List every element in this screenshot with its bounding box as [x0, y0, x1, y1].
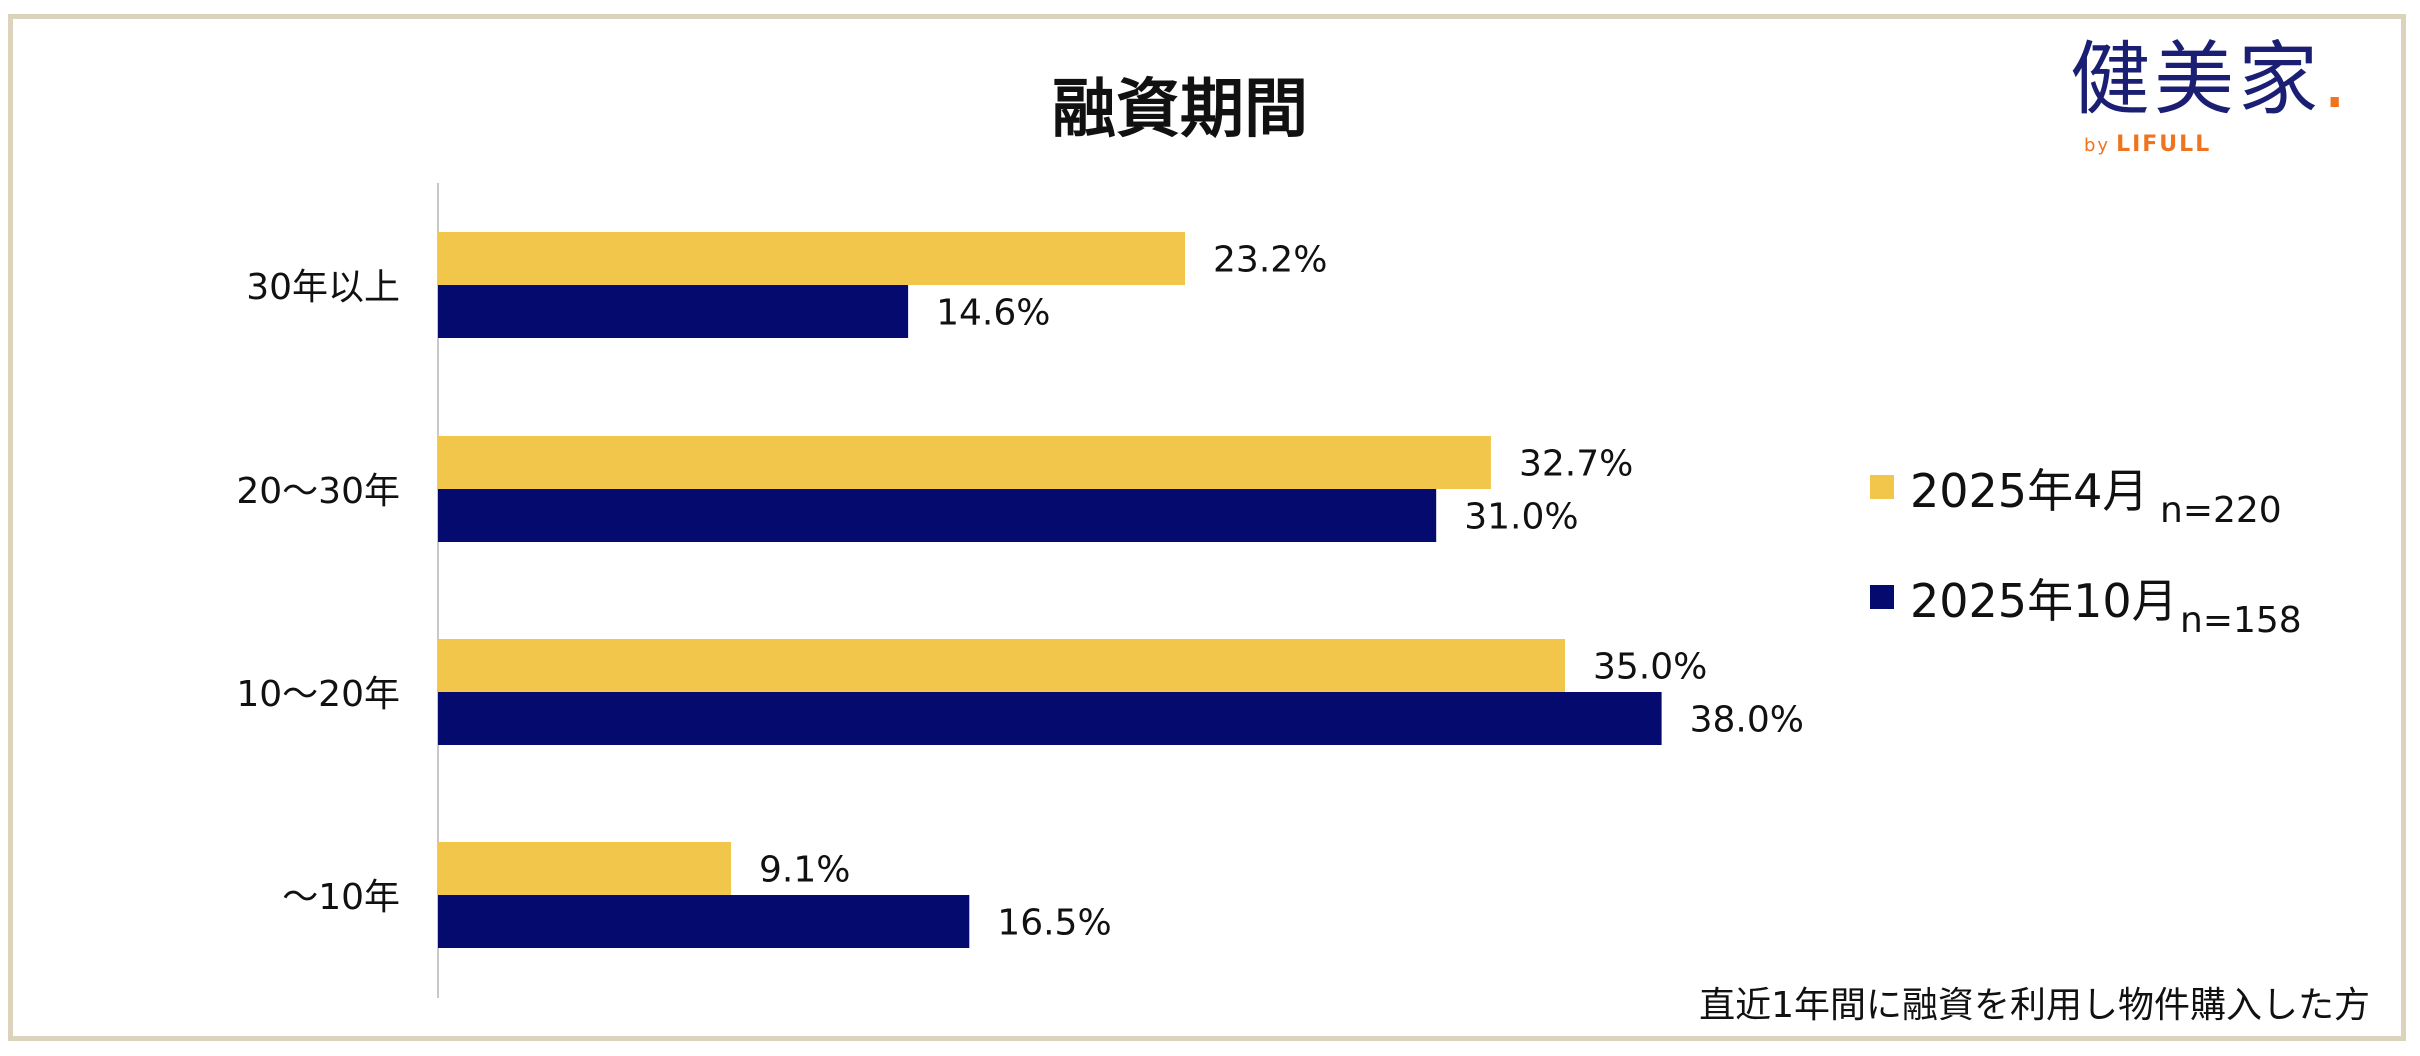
bar-series-2 [438, 895, 970, 948]
logo-text: 健美家 [2070, 33, 2322, 126]
data-label: 9.1% [759, 850, 850, 891]
logo-dot: . [2322, 33, 2352, 126]
legend-label-2: 2025年10月 [1910, 574, 2178, 628]
bar-series-1 [438, 436, 1491, 489]
footnote: 直近1年間に融資を利用し物件購入した方 [1699, 985, 2370, 1026]
data-label: 23.2% [1213, 240, 1327, 281]
brand-logo: 健美家. by LIFULL [2070, 40, 2370, 170]
bar-series-1 [438, 842, 732, 895]
data-label: 14.6% [936, 293, 1050, 334]
chart-title: 融資期間 [1052, 73, 1308, 147]
legend-n-1: n=220 [2160, 490, 2282, 531]
category-label: 20～30年 [236, 471, 400, 512]
category-label: 10～20年 [236, 674, 400, 715]
bar-series-1 [438, 232, 1186, 285]
data-label: 35.0% [1593, 647, 1707, 688]
legend-swatch-2 [1870, 585, 1894, 609]
data-label: 32.7% [1519, 444, 1633, 485]
data-label: 38.0% [1690, 700, 1804, 741]
bar-series-2 [438, 285, 909, 338]
category-label: 30年以上 [246, 267, 400, 308]
legend-swatch-1 [1870, 475, 1894, 499]
data-label: 31.0% [1464, 497, 1578, 538]
bar-series-2 [438, 489, 1437, 542]
legend-label-1: 2025年4月 [1910, 464, 2149, 518]
bar-series-2 [438, 692, 1662, 745]
logo-brand: LIFULL [2116, 132, 2212, 157]
bar-series-1 [438, 639, 1565, 692]
logo-by: by [2084, 135, 2111, 156]
data-label: 16.5% [997, 903, 1111, 944]
category-label: ～10年 [282, 877, 400, 918]
legend-n-2: n=158 [2180, 600, 2302, 641]
